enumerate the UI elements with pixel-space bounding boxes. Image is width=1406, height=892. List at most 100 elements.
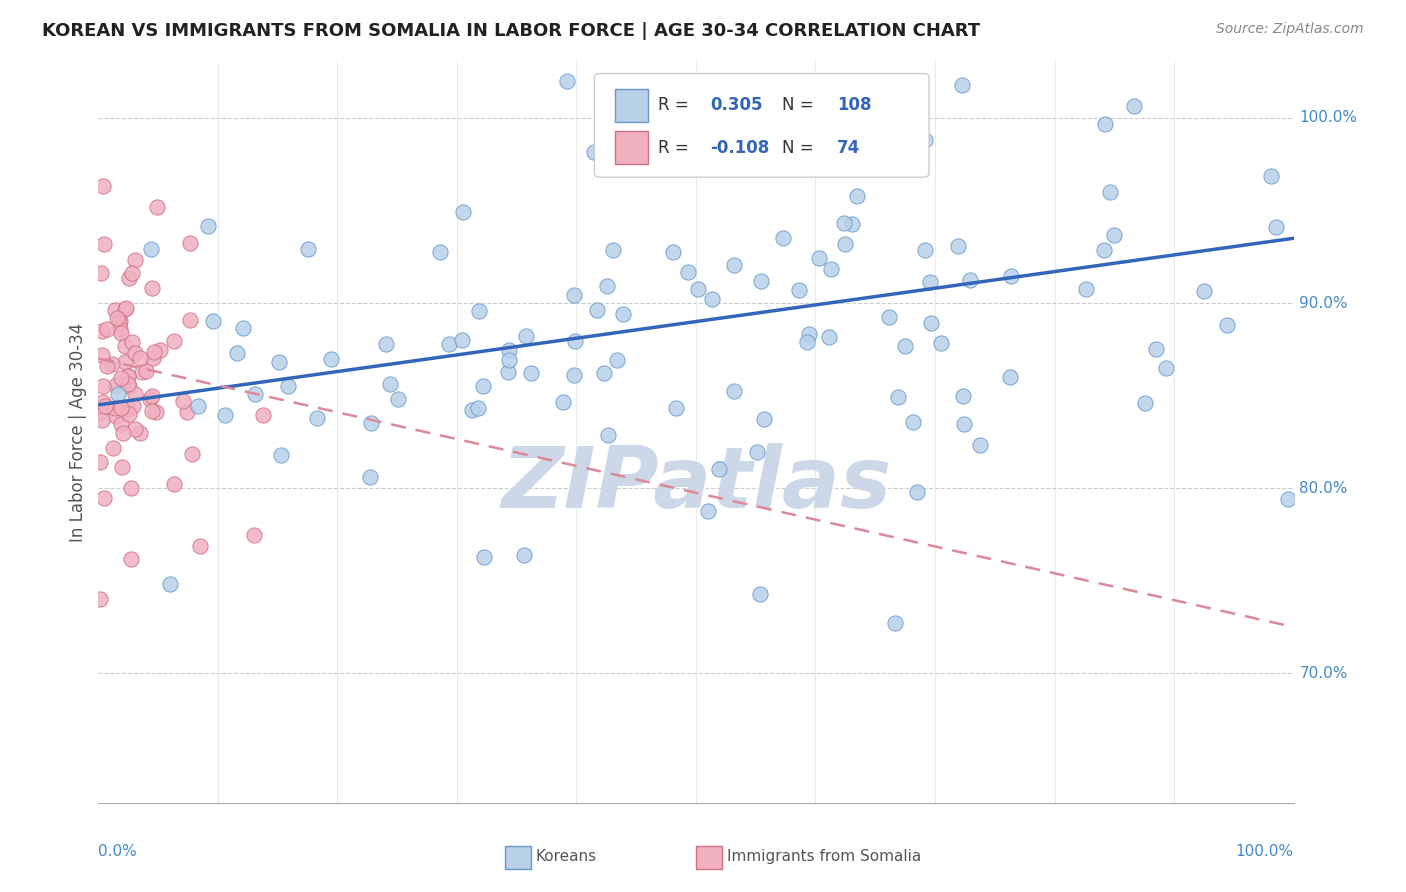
Point — [135, 364, 157, 378]
Point — [117, 368, 139, 383]
Point — [797, 326, 820, 341]
Point — [145, 405, 167, 419]
Point — [952, 389, 974, 403]
Point — [89, 455, 111, 469]
Point — [808, 251, 831, 265]
Point — [564, 334, 586, 349]
Point — [114, 301, 136, 315]
Point — [129, 426, 152, 441]
Point — [929, 336, 952, 351]
Point — [697, 504, 720, 518]
Point — [110, 417, 132, 431]
Point — [918, 275, 941, 289]
Point — [513, 548, 536, 562]
Point — [267, 354, 290, 368]
Point — [723, 258, 745, 272]
Point — [959, 273, 981, 287]
Point — [748, 587, 770, 601]
Point — [120, 482, 142, 496]
Text: Immigrants from Somalia: Immigrants from Somalia — [727, 848, 921, 863]
Point — [914, 133, 936, 147]
Point — [1094, 117, 1116, 131]
Text: 0.305: 0.305 — [710, 96, 763, 114]
Point — [141, 389, 163, 403]
Point — [124, 253, 146, 268]
Point — [1133, 396, 1156, 410]
Text: 90.0%: 90.0% — [1299, 295, 1348, 310]
Point — [969, 438, 991, 452]
Point — [1260, 169, 1282, 183]
Point — [138, 392, 160, 406]
Point — [90, 349, 112, 363]
Point — [583, 145, 606, 159]
Point — [121, 334, 143, 349]
Point — [120, 552, 142, 566]
Point — [498, 343, 520, 358]
Point — [111, 459, 134, 474]
Point — [378, 377, 401, 392]
Point — [89, 405, 111, 419]
Point — [105, 311, 128, 326]
Point — [117, 401, 139, 416]
Point — [179, 235, 201, 250]
FancyBboxPatch shape — [595, 73, 929, 178]
Point — [451, 333, 474, 347]
Text: KOREAN VS IMMIGRANTS FROM SOMALIA IN LABOR FORCE | AGE 30-34 CORRELATION CHART: KOREAN VS IMMIGRANTS FROM SOMALIA IN LAB… — [42, 22, 980, 40]
Text: 74: 74 — [837, 138, 860, 157]
Point — [121, 266, 143, 280]
Text: 108: 108 — [837, 96, 872, 114]
Point — [176, 405, 198, 419]
Point — [163, 476, 186, 491]
Point — [914, 243, 936, 257]
Point — [612, 306, 634, 320]
Point — [197, 219, 219, 233]
Point — [472, 379, 495, 393]
Point — [110, 371, 132, 385]
Point — [1192, 284, 1215, 298]
Text: 80.0%: 80.0% — [1299, 481, 1348, 496]
Point — [187, 399, 209, 413]
Text: -0.108: -0.108 — [710, 138, 769, 157]
Point — [555, 74, 578, 88]
Point — [89, 592, 111, 607]
Point — [585, 302, 607, 317]
Point — [179, 313, 201, 327]
Point — [950, 78, 973, 92]
Point — [665, 401, 688, 416]
Point — [172, 394, 194, 409]
Point — [117, 377, 139, 392]
Point — [90, 266, 112, 280]
Point — [700, 293, 723, 307]
Point — [602, 244, 624, 258]
Point — [91, 395, 114, 409]
FancyBboxPatch shape — [696, 846, 723, 870]
Point — [359, 470, 381, 484]
Point — [319, 351, 342, 366]
Point — [128, 351, 150, 365]
Point — [832, 217, 855, 231]
Point — [772, 231, 794, 245]
Point — [596, 428, 619, 442]
Point — [467, 401, 489, 415]
Point — [460, 403, 482, 417]
Point — [820, 261, 842, 276]
Point — [562, 368, 585, 382]
Point — [91, 324, 114, 338]
Point — [101, 357, 124, 371]
Point — [1099, 186, 1122, 200]
Point — [841, 217, 863, 231]
Point — [553, 395, 575, 409]
Point — [117, 369, 139, 384]
Point — [104, 378, 127, 392]
Point — [593, 366, 616, 380]
Point — [998, 370, 1021, 384]
Point — [451, 205, 474, 219]
Point — [277, 379, 299, 393]
Point — [1074, 282, 1097, 296]
Point — [297, 242, 319, 256]
Point — [1000, 268, 1022, 283]
Point — [141, 281, 163, 295]
Text: R =: R = — [658, 96, 693, 114]
Point — [124, 346, 146, 360]
Point — [243, 387, 266, 401]
